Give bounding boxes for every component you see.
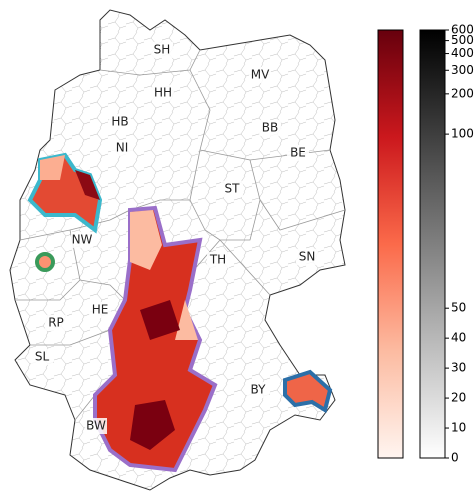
tick-label: 5000 xyxy=(451,33,474,47)
gray-colorbar xyxy=(419,29,446,459)
label-background xyxy=(207,252,229,268)
label-background xyxy=(45,315,67,331)
cluster-west xyxy=(35,252,55,272)
region-label: ST xyxy=(225,182,241,196)
region-label: BY xyxy=(251,383,267,397)
cluster-southwest xyxy=(93,205,218,473)
tick-label: 0 xyxy=(451,451,459,465)
label-background xyxy=(221,181,243,197)
label-background xyxy=(151,42,173,58)
tick-label: 30 xyxy=(451,361,466,375)
label-background xyxy=(152,85,174,101)
region-label: BE xyxy=(290,146,306,160)
region-label: SL xyxy=(35,350,50,364)
label-background xyxy=(296,249,318,265)
germany-map: SH HH MV HB NI BB BE ST NW TH SN HE RP SL BY BW xyxy=(9,9,346,491)
tick-label: 50 xyxy=(451,301,466,315)
region-label: NW xyxy=(72,233,93,247)
tick-label: 4000 xyxy=(451,46,474,60)
label-background xyxy=(89,302,111,318)
region-label: HH xyxy=(154,86,172,100)
region-labels: SH HH MV HB NI BB BE ST NW TH SN HE RP SL BY BW xyxy=(31,42,318,434)
label-background xyxy=(247,382,269,398)
label-background xyxy=(287,145,309,161)
cluster-southeast xyxy=(283,369,333,414)
region-label: SH xyxy=(154,43,171,57)
region-label: BW xyxy=(86,419,106,433)
cluster-nw-light xyxy=(40,155,65,180)
tick-label: 2000 xyxy=(451,86,474,100)
label-background xyxy=(85,418,107,434)
label-background xyxy=(259,120,281,136)
tick-label: 40 xyxy=(451,331,466,345)
region-label: HE xyxy=(92,303,109,317)
label-background xyxy=(111,140,133,156)
gray-colorbar-ticks: 0 10 20 30 40 50 1000 2000 3000 400050006000 xyxy=(445,23,474,465)
region-label: RP xyxy=(48,316,64,330)
cluster-southwest-light xyxy=(130,210,198,340)
cluster-nw-inner xyxy=(75,170,100,200)
tick-label: 1000 xyxy=(451,127,474,141)
cluster-southwest-dark xyxy=(130,300,180,450)
label-background xyxy=(249,67,271,83)
region-label: NI xyxy=(116,141,129,155)
label-background xyxy=(71,232,93,248)
tick-label: 20 xyxy=(451,391,466,405)
tick-label: 3000 xyxy=(451,63,474,77)
region-label: HB xyxy=(111,115,128,129)
label-background xyxy=(109,114,131,130)
region-label: MV xyxy=(251,68,270,82)
red-colorbar xyxy=(377,29,404,459)
label-background xyxy=(31,349,53,365)
tick-label: 6000 xyxy=(451,23,474,37)
region-label: TH xyxy=(209,253,226,267)
tick-label: 10 xyxy=(451,421,466,435)
region-label: SN xyxy=(299,250,316,264)
region-label: BB xyxy=(262,121,278,135)
